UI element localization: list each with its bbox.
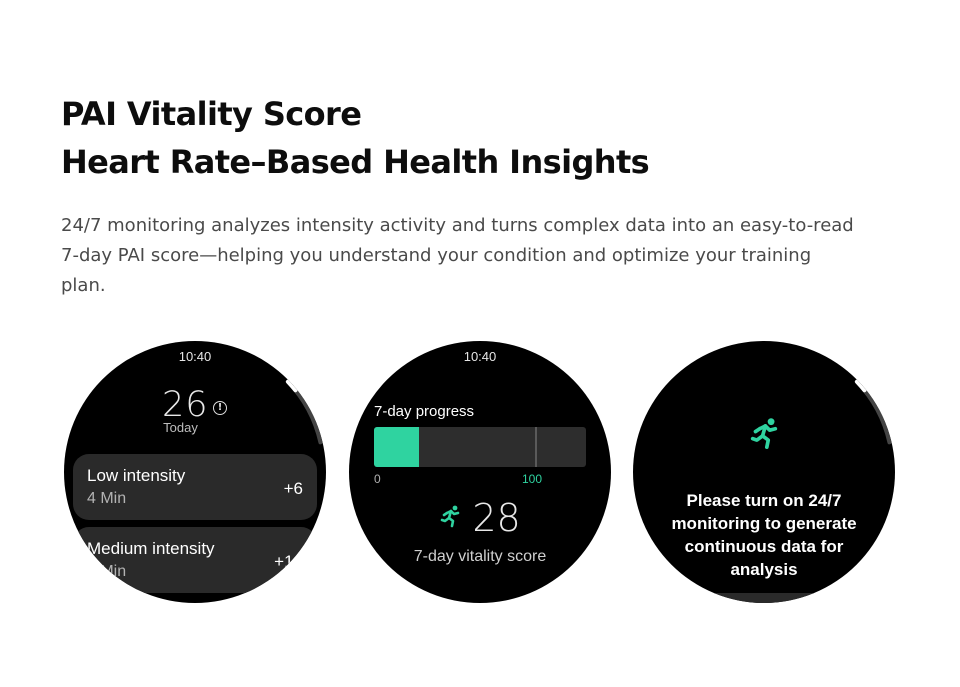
today-score: 26 bbox=[162, 385, 209, 425]
enable-monitoring-message: Please turn on 24/7 monitoring to genera… bbox=[671, 491, 857, 579]
watch-time: 10:40 bbox=[178, 349, 212, 364]
medium-intensity-card[interactable]: Medium intensity 4 Min +10 bbox=[73, 527, 317, 593]
enable-monitoring-button[interactable] bbox=[673, 593, 855, 603]
progress-title: 7-day progress bbox=[374, 403, 475, 420]
card-label: Low intensity bbox=[87, 466, 186, 485]
progress-fill bbox=[374, 427, 419, 467]
progress-min-label: 0 bbox=[374, 472, 381, 486]
watch-screen-progress: 10:40 7-day progress 0 100 28 7-day vita… bbox=[349, 341, 611, 603]
vitality-score: 28 bbox=[472, 496, 521, 540]
watch-time: 10:40 bbox=[463, 349, 497, 364]
running-person-icon bbox=[748, 416, 780, 454]
page-title: PAI Vitality Score Heart Rate–Based Heal… bbox=[61, 90, 650, 186]
title-line-2: Heart Rate–Based Health Insights bbox=[61, 143, 650, 181]
info-icon[interactable]: ! bbox=[213, 401, 227, 415]
running-person-icon bbox=[439, 504, 461, 532]
progress-max-label: 100 bbox=[522, 472, 543, 486]
title-line-1: PAI Vitality Score bbox=[61, 95, 362, 133]
watch-screen-today: 10:40 26 ! Today Low intensity 4 Min +6 … bbox=[64, 341, 326, 603]
card-duration: 4 Min bbox=[87, 490, 127, 507]
card-label: Medium intensity bbox=[87, 539, 215, 558]
vitality-score-label: 7-day vitality score bbox=[413, 548, 547, 565]
today-label: Today bbox=[163, 420, 198, 435]
vitality-score-row: 28 bbox=[349, 496, 611, 540]
card-duration: 4 Min bbox=[87, 563, 127, 580]
card-points: +10 bbox=[274, 552, 303, 571]
description: 24/7 monitoring analyzes intensity activ… bbox=[61, 215, 854, 296]
progress-bar bbox=[374, 427, 586, 467]
progress-target-marker bbox=[535, 427, 537, 467]
watch-screen-enable-monitoring: Please turn on 24/7 monitoring to genera… bbox=[633, 341, 895, 603]
card-points: +6 bbox=[283, 479, 303, 498]
low-intensity-card[interactable]: Low intensity 4 Min +6 bbox=[73, 454, 317, 520]
